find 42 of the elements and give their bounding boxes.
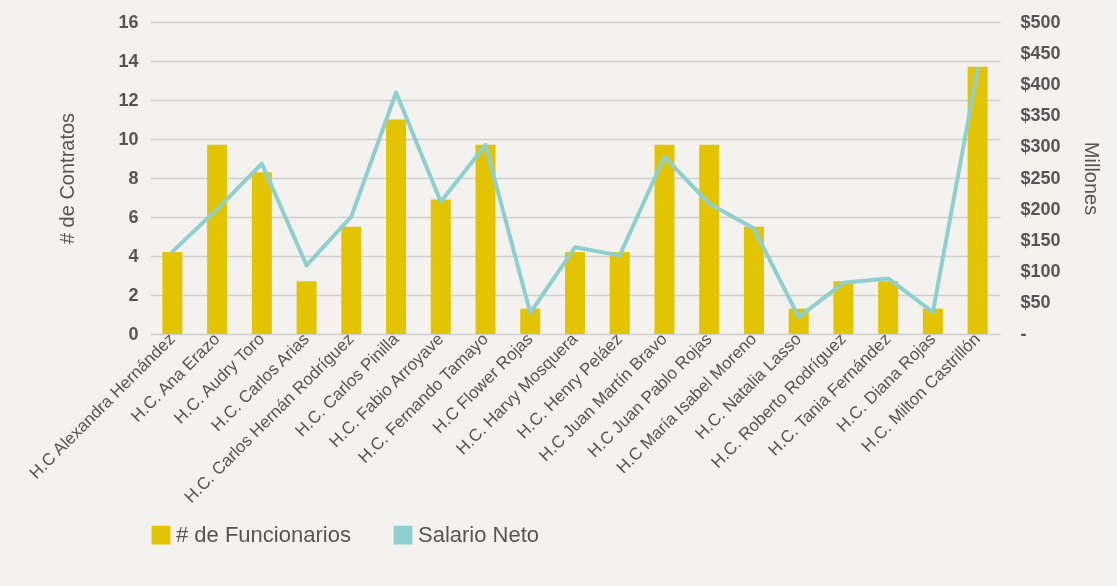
y-tick-label: 8 <box>128 167 139 188</box>
y2-tick-label: $400 <box>1020 73 1061 94</box>
bar <box>833 281 854 334</box>
y2-tick-label: $250 <box>1020 167 1061 188</box>
legend-label: Salario Neto <box>418 522 540 548</box>
bar <box>565 252 585 334</box>
y-axis-title: # de Contratos <box>56 112 79 245</box>
y2-tick-label: $50 <box>1020 292 1051 313</box>
y2-tick-label: $450 <box>1020 42 1061 63</box>
y2-tick-label: $500 <box>1020 11 1061 32</box>
y-tick-label: 10 <box>118 128 139 149</box>
bar <box>699 144 720 334</box>
y2-tick-label: $300 <box>1020 136 1061 157</box>
bar <box>922 308 943 334</box>
bar <box>520 308 541 334</box>
y2-tick-label: $100 <box>1020 261 1061 282</box>
bar <box>878 281 899 334</box>
bar <box>609 252 630 334</box>
bar <box>654 144 675 334</box>
y2-tick-label: $350 <box>1020 105 1061 126</box>
bar <box>296 281 317 334</box>
y2-tick-label: $150 <box>1020 229 1061 250</box>
bar <box>162 252 183 334</box>
y-tick-label: 16 <box>118 11 139 32</box>
bar <box>207 144 228 334</box>
legend-label: # de Funcionarios <box>176 522 351 548</box>
bar <box>430 199 451 334</box>
bar <box>341 226 362 334</box>
bar <box>251 172 272 334</box>
bar <box>743 226 764 334</box>
y-tick-label: 2 <box>128 284 139 305</box>
line-series <box>170 67 980 320</box>
y-tick-label: 12 <box>118 89 139 110</box>
y2-tick-label: $200 <box>1020 198 1061 219</box>
y2-axis-title: Millones <box>1080 141 1103 216</box>
bar <box>475 144 496 334</box>
y-tick-label: 6 <box>128 206 139 227</box>
y-tick-label: 4 <box>128 245 139 266</box>
y-tick-label: 14 <box>118 50 139 71</box>
bar <box>967 66 988 334</box>
y2-tick-label: - <box>1020 323 1027 344</box>
bar <box>386 119 407 334</box>
